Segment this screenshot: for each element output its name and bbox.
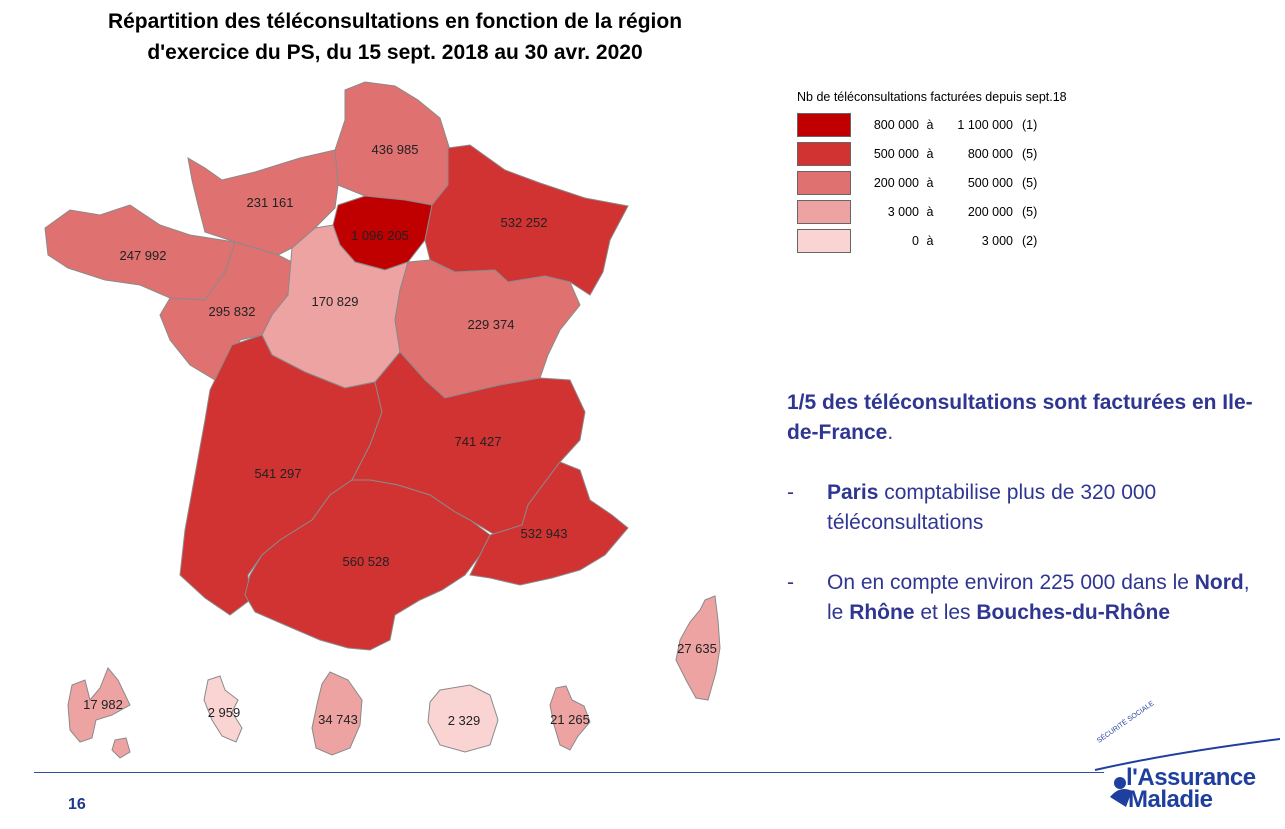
- map-legend: Nb de téléconsultations facturées depuis…: [797, 90, 1067, 255]
- legend-sep: à: [926, 146, 934, 161]
- region-corse[interactable]: [675, 595, 721, 701]
- legend-swatch: [797, 141, 851, 166]
- label-bretagne: 247 992: [120, 248, 167, 263]
- bullet-bold-bdr: Bouches-du-Rhône: [976, 601, 1171, 624]
- logo-swoosh-icon: [1094, 738, 1280, 807]
- legend-max: 200 000: [967, 204, 1013, 219]
- legend-max: 3 000: [981, 233, 1013, 248]
- label-ile-de-france: 1 096 205: [351, 228, 409, 243]
- legend-sep: à: [926, 233, 934, 248]
- bullet-text: Paris comptabilise plus de 320 000 téléc…: [827, 478, 1267, 538]
- legend-swatch: [797, 228, 851, 253]
- legend-row: 3 000 à 200 000 (5): [797, 197, 1067, 226]
- footer-divider: [34, 772, 1104, 773]
- label-bfc: 229 374: [468, 317, 515, 332]
- legend-row: 0 à 3 000 (2): [797, 226, 1067, 255]
- bullet-bold-nord: Nord: [1194, 571, 1244, 594]
- legend-row: 800 000 à 1 100 000 (1): [797, 110, 1067, 139]
- legend-sep: à: [926, 117, 934, 132]
- legend-min: 800 000: [873, 117, 919, 132]
- label-pays-de-la-loire: 295 832: [209, 304, 256, 319]
- label-occitanie: 560 528: [343, 554, 390, 569]
- label-guyane: 34 743: [318, 712, 358, 727]
- bullet-mid2: et les: [914, 601, 977, 624]
- logo-text: l'Assurance Maladie: [1126, 764, 1256, 813]
- label-paca: 532 943: [521, 526, 568, 541]
- title-line-2: d'exercice du PS, du 15 sept. 2018 au 30…: [147, 41, 643, 64]
- bullet-bold: Paris: [827, 481, 879, 504]
- label-la-reunion: 2 329: [448, 713, 481, 728]
- chart-title: Répartition des téléconsultations en fon…: [30, 6, 760, 68]
- label-mayotte: 21 265: [550, 712, 590, 727]
- label-ara: 741 427: [455, 434, 502, 449]
- bullet-rest: comptabilise plus de 320 000 téléconsult…: [827, 481, 1157, 534]
- bullet-dash: -: [787, 571, 794, 594]
- label-hauts-de-france: 436 985: [372, 142, 419, 157]
- region-normandie[interactable]: [187, 149, 339, 256]
- label-centre-val-de-loire: 170 829: [312, 294, 359, 309]
- label-nouvelle-aquitaine: 541 297: [255, 466, 302, 481]
- headline: 1/5 des téléconsultations sont facturées…: [787, 388, 1267, 448]
- headline-bold: 1/5 des téléconsultations sont facturées…: [787, 391, 1253, 444]
- region-guyane[interactable]: [311, 671, 363, 756]
- legend-row: 200 000 à 500 000 (5): [797, 168, 1067, 197]
- region-paca[interactable]: [469, 461, 629, 586]
- france-region-map: 436 985 231 161 1 096 205 532 252 247 99…: [44, 81, 721, 759]
- bullet-dash: -: [787, 481, 794, 504]
- bullet-mid1: , le: [827, 571, 1250, 624]
- label-normandie: 231 161: [247, 195, 294, 210]
- logo-line-2: Maladie: [1128, 786, 1213, 813]
- legend-count: (5): [1022, 146, 1038, 161]
- legend-swatch: [797, 199, 851, 224]
- bullet-pre: On en compte environ 225 000 dans le: [827, 571, 1195, 594]
- legend-count: (2): [1022, 233, 1038, 248]
- page-number: 16: [68, 796, 86, 813]
- legend-min: 3 000: [887, 204, 919, 219]
- region-la-reunion[interactable]: [427, 684, 499, 753]
- region-martinique[interactable]: [203, 675, 243, 743]
- legend-count: (5): [1022, 204, 1038, 219]
- legend-count: (5): [1022, 175, 1038, 190]
- label-martinique: 2 959: [208, 705, 241, 720]
- legend-max: 800 000: [967, 146, 1013, 161]
- legend-swatch: [797, 112, 851, 137]
- label-corse: 27 635: [677, 641, 717, 656]
- legend-title: Nb de téléconsultations facturées depuis…: [797, 90, 1067, 104]
- legend-swatch: [797, 170, 851, 195]
- bullet-bold-rhone: Rhône: [849, 601, 915, 624]
- legend-min: 200 000: [873, 175, 919, 190]
- logo-line-1: l'Assurance: [1126, 764, 1256, 791]
- legend-row: 500 000 à 800 000 (5): [797, 139, 1067, 168]
- bullet-item: - Paris comptabilise plus de 320 000 tél…: [787, 478, 1267, 538]
- key-findings: 1/5 des téléconsultations sont facturées…: [787, 388, 1267, 628]
- legend-min: 0: [912, 233, 919, 248]
- legend-sep: à: [926, 175, 934, 190]
- bullet-item: - On en compte environ 225 000 dans le N…: [787, 568, 1267, 628]
- assurance-maladie-logo: SÉCURITÉ SOCIALE l'Assurance Maladie: [1090, 700, 1280, 825]
- region-mayotte[interactable]: [549, 685, 591, 751]
- legend-min: 500 000: [873, 146, 919, 161]
- title-line-1: Répartition des téléconsultations en fon…: [107, 10, 683, 33]
- headline-end: .: [887, 421, 894, 444]
- region-guadeloupe-islet: [111, 737, 131, 759]
- legend-sep: à: [926, 204, 934, 219]
- legend-max: 500 000: [967, 175, 1013, 190]
- region-guadeloupe[interactable]: [67, 667, 131, 743]
- legend-count: (1): [1022, 117, 1038, 132]
- label-grand-est: 532 252: [501, 215, 548, 230]
- bullet-text: On en compte environ 225 000 dans le Nor…: [827, 568, 1267, 628]
- legend-max: 1 100 000: [957, 117, 1013, 132]
- label-guadeloupe: 17 982: [83, 697, 123, 712]
